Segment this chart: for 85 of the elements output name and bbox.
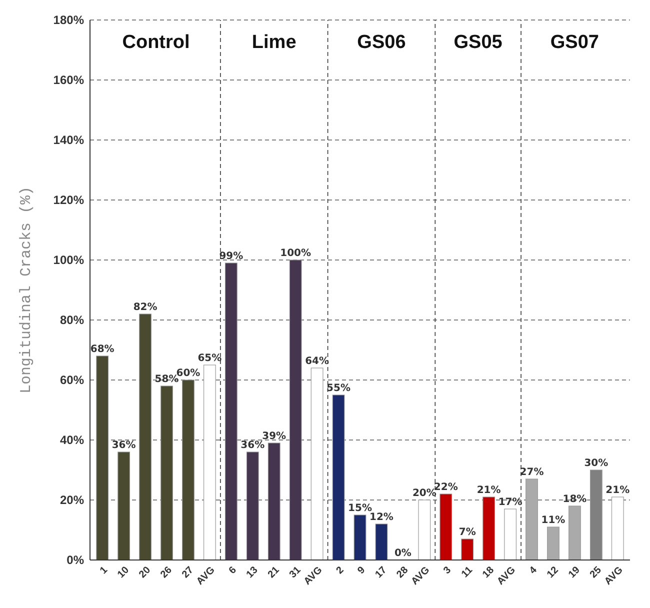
data-label: 0% <box>394 548 412 559</box>
x-tick-label: 4 <box>528 564 540 577</box>
annotation: GS06 <box>357 32 406 53</box>
bar <box>590 470 602 560</box>
bar <box>354 514 366 560</box>
y-axis-title: Longitudinal Cracks (%) <box>18 186 35 394</box>
bar <box>289 260 302 560</box>
x-tick-label: 2 <box>334 564 346 577</box>
bar <box>568 506 581 560</box>
x-tick-label: 6 <box>227 564 240 577</box>
data-label: 60% <box>176 368 200 379</box>
bar <box>332 394 345 560</box>
data-label: 18% <box>562 494 587 505</box>
x-tick-label: 3 <box>442 564 454 577</box>
annotation: GS07 <box>550 32 600 53</box>
bar <box>611 496 624 560</box>
x-tick-label: 12 <box>545 564 562 580</box>
bar <box>118 452 130 560</box>
data-label: 7% <box>458 527 476 538</box>
y-tick-label: 80% <box>60 313 84 328</box>
bar <box>375 524 388 560</box>
y-tick-label: 120% <box>53 193 84 208</box>
x-tick-label: 28 <box>394 564 411 580</box>
data-label: 27% <box>520 467 544 478</box>
annotation: GS05 <box>454 32 503 53</box>
bar <box>182 380 194 560</box>
bar <box>224 262 238 560</box>
x-tick-label: 27 <box>180 564 196 580</box>
bar <box>418 500 431 560</box>
x-tick-label: 1 <box>98 564 110 577</box>
x-tick-label: 13 <box>244 564 261 580</box>
data-label: 58% <box>154 374 179 385</box>
bar <box>160 386 173 560</box>
bar <box>440 494 452 560</box>
x-tick-label: 20 <box>137 564 154 580</box>
data-label: 12% <box>370 512 394 523</box>
y-tick-label: 20% <box>60 493 84 508</box>
x-tick-label: 10 <box>116 564 132 580</box>
data-label: 21% <box>606 485 630 496</box>
data-label: 20% <box>412 488 436 499</box>
bar <box>96 356 109 560</box>
x-tick-label: 9 <box>356 564 368 577</box>
y-tick-label: 40% <box>60 433 84 448</box>
annotation: Control <box>122 32 190 53</box>
data-label: 21% <box>476 485 501 496</box>
y-tick-label: 140% <box>53 133 84 148</box>
bar <box>203 364 216 560</box>
data-label: 99% <box>219 251 244 262</box>
x-tick-label: 18 <box>480 564 497 580</box>
bar <box>461 538 474 560</box>
annotation: Lime <box>252 32 296 53</box>
data-label: 30% <box>584 458 608 469</box>
data-label: 65% <box>198 353 222 364</box>
bar <box>504 508 517 560</box>
data-label: 17% <box>498 497 522 508</box>
data-label: 36% <box>240 440 265 451</box>
data-label: 64% <box>305 356 330 367</box>
bar <box>139 314 152 560</box>
data-label: 55% <box>326 383 350 394</box>
x-tick-label: 25 <box>588 564 604 580</box>
data-label: 22% <box>434 482 458 493</box>
bar <box>310 368 324 560</box>
bar <box>482 496 496 560</box>
x-tick-label: 31 <box>288 564 304 580</box>
y-tick-label: 160% <box>53 73 84 88</box>
data-label: 36% <box>112 440 136 451</box>
data-label: 68% <box>90 344 114 355</box>
y-tick-label: 180% <box>53 13 84 28</box>
x-tick-label: 11 <box>460 564 476 580</box>
data-label: 15% <box>348 503 372 514</box>
y-tick-label: 60% <box>60 373 84 388</box>
bar <box>246 452 259 560</box>
bar <box>526 478 538 560</box>
data-label: 11% <box>541 515 566 526</box>
y-tick-label: 0% <box>66 553 84 568</box>
x-tick-label: 26 <box>158 564 175 580</box>
x-tick-label: 17 <box>373 564 390 580</box>
data-label: 39% <box>262 431 286 442</box>
y-tick-label: 100% <box>53 253 84 268</box>
bar <box>547 526 560 560</box>
x-tick-label: 21 <box>266 564 282 580</box>
bar <box>268 442 280 560</box>
data-label: 82% <box>133 302 158 313</box>
x-tick-label: 19 <box>566 564 583 580</box>
data-label: 100% <box>280 248 312 259</box>
